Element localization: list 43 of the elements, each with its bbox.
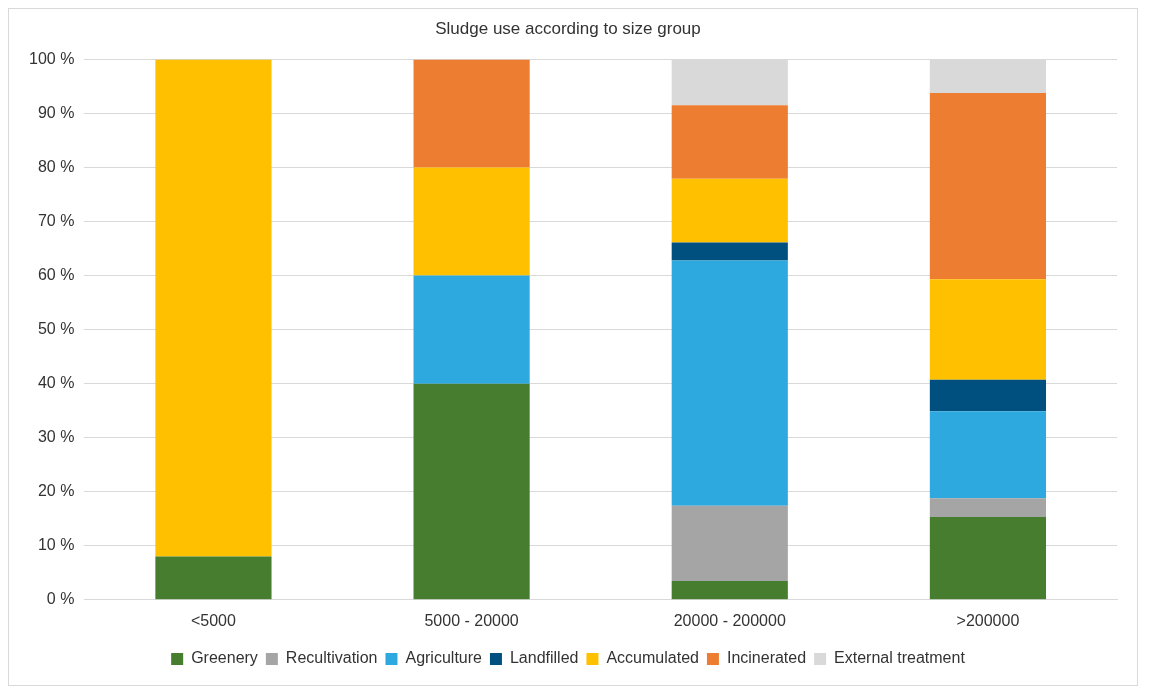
bar bbox=[413, 275, 530, 384]
legend-label: Recultivation bbox=[285, 649, 378, 667]
bar bbox=[413, 59, 530, 168]
y-tick-label: 0 % bbox=[46, 590, 75, 608]
y-tick-label: 90 % bbox=[37, 103, 75, 121]
bar bbox=[929, 59, 1047, 93]
bar bbox=[671, 178, 788, 243]
bar bbox=[671, 242, 788, 261]
x-tick-label: 20000 - 200000 bbox=[673, 611, 786, 629]
legend-label: Accumulated bbox=[606, 649, 699, 667]
legend-label: Landfilled bbox=[509, 649, 579, 667]
bar bbox=[929, 92, 1047, 280]
legend-label: Agriculture bbox=[405, 649, 483, 667]
y-tick-label: 10 % bbox=[37, 536, 75, 554]
bar bbox=[155, 59, 272, 557]
bar bbox=[929, 498, 1047, 518]
y-tick-label: 100 % bbox=[28, 49, 75, 67]
bar bbox=[671, 260, 788, 506]
y-tick-label: 40 % bbox=[37, 374, 75, 392]
legend-label: Greenery bbox=[191, 649, 258, 667]
bar bbox=[929, 379, 1047, 412]
legend-label: External treatment bbox=[834, 649, 966, 667]
y-tick-label: 60 % bbox=[37, 265, 75, 283]
bar bbox=[671, 105, 788, 179]
bar bbox=[671, 580, 788, 600]
chart-title: Sludge use according to size group bbox=[435, 18, 701, 38]
x-tick-label: <5000 bbox=[190, 611, 237, 629]
y-tick-label: 80 % bbox=[37, 157, 75, 175]
y-tick-label: 70 % bbox=[37, 211, 75, 229]
y-tick-label: 50 % bbox=[37, 320, 75, 338]
bar bbox=[413, 167, 530, 276]
y-tick-label: 20 % bbox=[37, 482, 75, 500]
bar bbox=[929, 279, 1047, 380]
bar bbox=[929, 517, 1047, 600]
bar bbox=[671, 505, 788, 581]
bar bbox=[413, 383, 530, 600]
bar bbox=[671, 59, 788, 106]
bar bbox=[929, 411, 1047, 499]
x-tick-label: 5000 - 20000 bbox=[424, 611, 519, 629]
x-tick-label: >200000 bbox=[956, 611, 1020, 629]
legend-label: Incinerated bbox=[726, 649, 807, 667]
y-tick-label: 30 % bbox=[37, 428, 75, 446]
bar bbox=[155, 556, 272, 600]
